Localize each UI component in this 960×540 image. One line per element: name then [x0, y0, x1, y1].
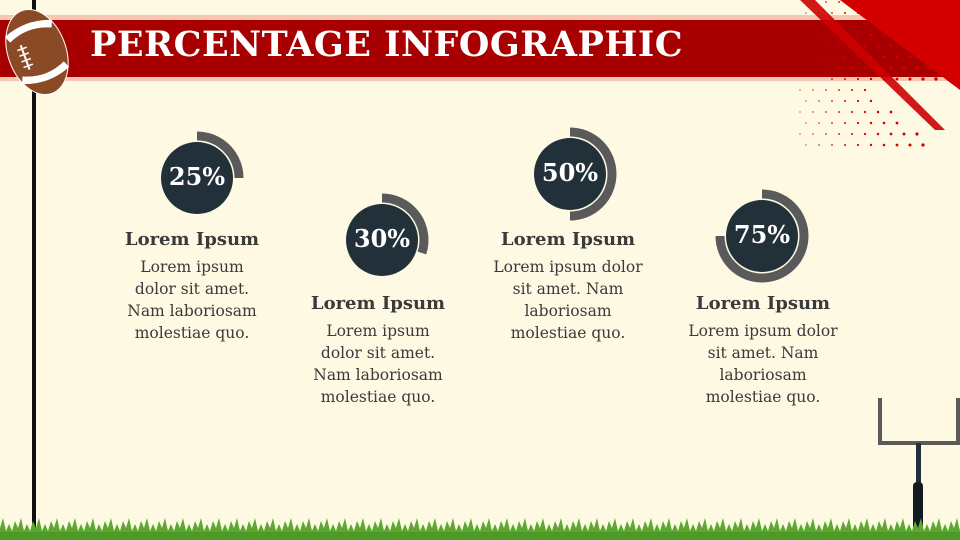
progress-ring	[569, 127, 617, 221]
body-line: sit amet. Nam	[707, 344, 819, 362]
column-heading: Lorem Ipsum	[310, 293, 446, 314]
percent-circle	[346, 204, 418, 276]
column-body: Lorem ipsum dolor sit amet. Nam laboriosam…	[468, 256, 668, 344]
body-line: Nam laboriosam	[313, 366, 443, 384]
column-heading: Lorem Ipsum	[695, 293, 831, 314]
column-body: Lorem ipsum dolor sit amet. Nam laboriosam…	[663, 320, 863, 408]
football-icon	[4, 8, 70, 96]
progress-ring	[381, 193, 429, 255]
progress-ring	[196, 131, 244, 179]
percent-circle	[726, 200, 798, 272]
progress-ring	[715, 189, 809, 283]
body-line: dolor sit amet.	[134, 280, 250, 298]
percent-circle	[161, 142, 233, 214]
column-body: Lorem ipsum dolor sit amet. Nam laboriosam…	[92, 256, 292, 344]
column-heading: Lorem Ipsum	[124, 229, 260, 250]
corner-stripe	[800, 0, 945, 130]
body-line: Nam laboriosam	[127, 302, 257, 320]
percent-label: 50%	[541, 158, 599, 187]
body-line: laboriosam	[719, 366, 807, 384]
corner-accent	[840, 0, 960, 90]
body-line: dolor sit amet.	[320, 344, 436, 362]
page-title: PERCENTAGE INFOGRAPHIC	[90, 24, 684, 65]
percent-label: 75%	[733, 220, 791, 249]
column-heading: Lorem Ipsum	[500, 229, 636, 250]
body-line: molestiae quo.	[134, 324, 250, 342]
info-column: Lorem Ipsum Lorem ipsum dolor sit amet. Na…	[663, 292, 863, 408]
percent-circle	[534, 138, 606, 210]
percent-label: 30%	[353, 224, 411, 253]
title-banner	[0, 20, 960, 77]
body-line: Lorem ipsum dolor	[688, 322, 838, 340]
body-line: laboriosam	[524, 302, 612, 320]
grass-decoration	[0, 518, 960, 540]
body-line: molestiae quo.	[510, 324, 626, 342]
percent-label: 25%	[168, 162, 226, 191]
info-column: Lorem Ipsum Lorem ipsum dolor sit amet. Nam…	[278, 292, 478, 408]
body-line: Lorem ipsum	[140, 258, 244, 276]
info-column: Lorem Ipsum Lorem ipsum dolor sit amet. Na…	[468, 228, 668, 344]
info-column: Lorem Ipsum Lorem ipsum dolor sit amet. Nam…	[92, 228, 292, 344]
body-line: sit amet. Nam	[512, 280, 624, 298]
body-line: Lorem ipsum	[326, 322, 430, 340]
pole-line	[32, 0, 36, 532]
body-line: Lorem ipsum dolor	[493, 258, 643, 276]
body-line: molestiae quo.	[705, 388, 821, 406]
goal-post-icon	[878, 398, 960, 532]
column-body: Lorem ipsum dolor sit amet. Nam laboriosam…	[278, 320, 478, 408]
body-line: molestiae quo.	[320, 388, 436, 406]
